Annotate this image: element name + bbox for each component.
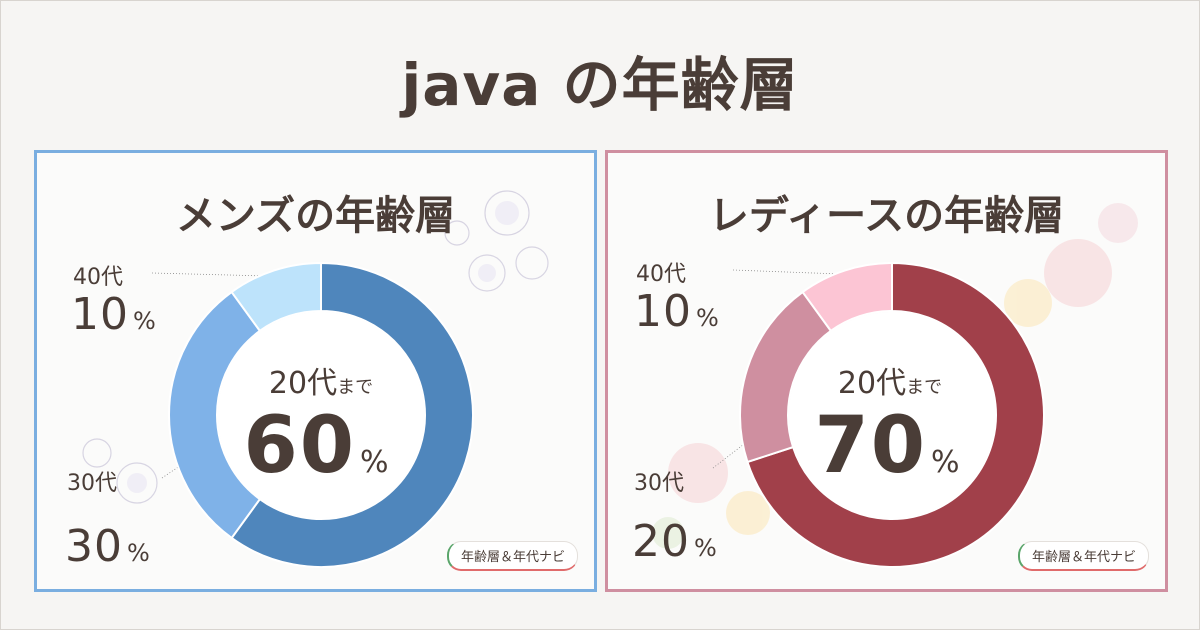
site-badge: 年齢層＆年代ナビ <box>1017 541 1149 571</box>
men-label-30s-value: 30% <box>65 521 151 572</box>
page-title: java の年齢層 <box>401 51 799 119</box>
men-label-40s-value: 10% <box>71 289 157 340</box>
women-label-40s-age: 40代 <box>636 262 686 287</box>
men-donut-chart <box>151 261 474 568</box>
men-chart-panel: メンズの年齢層 40代 10% 30代 30% 20代まで 60% 年齢層＆年代… <box>34 150 597 592</box>
flower-decoration <box>82 190 549 504</box>
women-slice-3 <box>801 261 893 333</box>
men-center-value: 60% <box>243 401 391 491</box>
men-label-30s-age: 30代 <box>67 471 117 496</box>
women-label-30s-value: 20% <box>632 516 718 567</box>
men-slice-1 <box>230 261 474 568</box>
men-slice-3 <box>230 261 322 333</box>
men-center-label: 20代まで <box>268 366 374 401</box>
women-label-40s-value: 10% <box>634 286 720 337</box>
women-label-30s-age: 30代 <box>634 471 684 496</box>
women-chart-title: レディースの年齢層 <box>708 193 1065 239</box>
women-center-label: 20代まで <box>837 366 943 401</box>
women-slice-1 <box>746 261 1045 568</box>
men-label-40s-age: 40代 <box>73 265 123 290</box>
women-chart-panel: レディースの年齢層 40代 10% 30代 20% 20代まで 70% 年齢層＆… <box>605 150 1168 592</box>
site-badge: 年齢層＆年代ナビ <box>446 541 578 571</box>
women-donut-chart <box>712 261 1045 568</box>
men-chart-title: メンズの年齢層 <box>175 193 456 239</box>
women-center-value: 70% <box>814 401 962 491</box>
women-donut-hole <box>789 312 995 518</box>
flower-decoration <box>652 203 1138 549</box>
men-donut-hole <box>218 312 424 518</box>
